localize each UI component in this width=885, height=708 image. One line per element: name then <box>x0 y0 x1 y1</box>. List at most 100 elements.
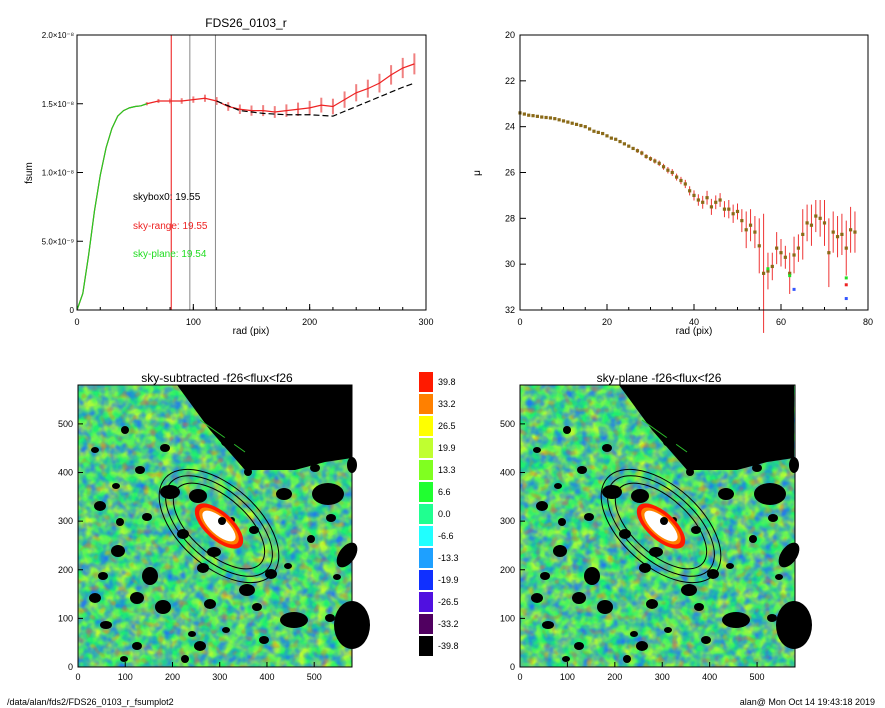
colorbar-swatch <box>419 504 433 524</box>
mu-point <box>527 113 531 117</box>
sky-subtracted-masked-star <box>91 447 99 453</box>
mu-point <box>788 271 792 275</box>
colorbar-label: 13.3 <box>438 465 456 475</box>
mu-y-tick-label: 26 <box>505 168 515 178</box>
fsum-profile-panel: FDS26_0103_r 0 100 200 300 0 5.0×10⁻⁹ 1.0×10⁻⁸… <box>24 16 434 337</box>
sky-subtracted-masked-star <box>142 513 152 521</box>
sky-plane-edge-object <box>778 542 800 568</box>
sky-subtracted-masked-star <box>181 655 189 663</box>
colorbar-swatch <box>419 570 433 590</box>
mu-point <box>753 230 757 234</box>
sky-subtracted-x-tick-label: 300 <box>212 672 227 682</box>
sky-subtracted-masked-star <box>132 642 142 650</box>
mu-extra-point <box>766 267 770 271</box>
mu-point <box>657 161 661 165</box>
sky-subtracted-galaxy-nucleus <box>218 517 226 525</box>
sky-subtracted-masked-star <box>160 444 170 452</box>
sky-plane-masked-star <box>722 612 750 628</box>
mu-point <box>722 207 727 211</box>
sky-subtracted-masked-star <box>142 567 158 585</box>
mu-point <box>622 142 626 146</box>
sky-plane-y-tick-label: 100 <box>500 613 515 623</box>
mu-point <box>688 189 692 193</box>
mu-point <box>618 139 622 144</box>
sky-subtracted-x-tick-label: 0 <box>75 672 80 682</box>
fsum-chart-title: FDS26_0103_r <box>205 16 286 30</box>
sky-plane-masked-star <box>646 599 658 609</box>
sky-subtracted-masked-star <box>160 485 180 499</box>
sky-plane-galaxy-core <box>644 510 678 542</box>
mu-point <box>631 146 635 151</box>
mu-point <box>762 271 766 275</box>
fsum-axes: 0 100 200 300 0 5.0×10⁻⁹ 1.0×10⁻⁸ 1.5×10⁻⁸ 2.0×1… <box>42 31 434 327</box>
sky-subtracted-masked-star <box>221 437 235 447</box>
sky-plane-y-tick-label: 500 <box>500 419 515 429</box>
mu-point <box>705 196 709 200</box>
mu-point <box>709 205 713 209</box>
footer-file-path: /data/alan/fds2/FDS26_0103_r_fsumplot2 <box>7 697 174 707</box>
sky-plane-masked-star <box>639 563 651 573</box>
sky-plane-masked-star <box>554 483 562 489</box>
sky-subtracted-masked-star <box>197 563 209 573</box>
sky-subtracted-masked-star <box>194 641 206 651</box>
mu-point <box>835 235 840 239</box>
fsum-y-tick-label: 1.5×10⁻⁸ <box>42 100 74 109</box>
sky-subtracted-masked-star <box>112 483 120 489</box>
sky-subtracted-masked-star <box>189 489 207 503</box>
fsum-series-line-0 <box>76 63 415 311</box>
mu-extra-point <box>792 287 796 291</box>
fsum-reference-lines <box>170 35 216 310</box>
sky-subtracted-x-tick-label: 100 <box>118 672 133 682</box>
mu-point <box>540 115 544 119</box>
mu-point <box>757 244 761 248</box>
mu-x-tick-label: 40 <box>689 317 699 327</box>
sky-subtracted-masked-star <box>284 563 292 569</box>
sky-subtracted-masked-star <box>111 545 125 557</box>
sky-subtracted-masked-star <box>135 466 145 474</box>
sky-plane-masked-star <box>663 437 677 447</box>
mu-point <box>718 198 722 202</box>
sky-plane-masked-star <box>726 563 734 569</box>
sky-plane-isophote-ellipse <box>614 482 708 570</box>
sky-subtracted-masked-star <box>120 656 128 662</box>
colorbar-swatch <box>419 460 433 480</box>
sky-plane-masked-star <box>602 444 612 452</box>
mu-point <box>675 175 679 179</box>
mu-point <box>605 134 609 138</box>
sky-subtracted-image <box>78 385 370 667</box>
sky-plane-x-tick-label: 500 <box>750 672 765 682</box>
sky-subtracted-y-tick-label: 200 <box>58 565 73 575</box>
sky-plane-masked-star <box>729 453 737 459</box>
mu-point <box>814 214 818 218</box>
sky-plane-masked-star <box>649 547 663 557</box>
sky-subtracted-masked-star <box>121 426 129 434</box>
colorbar-label: -13.3 <box>438 553 459 563</box>
mu-extra-point <box>844 297 848 301</box>
sky-subtracted-masked-star <box>130 592 144 604</box>
mu-point <box>579 123 583 128</box>
fsum-y-axis-label: fsum <box>24 162 35 184</box>
mu-point <box>609 136 613 140</box>
mu-point <box>714 200 718 204</box>
sky-plane-masked-star <box>775 574 783 580</box>
mu-point <box>748 223 753 227</box>
sky-plane-mask-region <box>619 385 794 470</box>
mu-point <box>614 137 618 141</box>
mu-y-tick-label: 22 <box>505 76 515 86</box>
fsum-series <box>76 53 416 311</box>
colorbar-label: 0.0 <box>438 509 451 519</box>
mu-point <box>583 125 587 129</box>
mu-point <box>544 115 548 120</box>
sky-subtracted-masked-star <box>265 569 277 579</box>
colorbar-swatch <box>419 394 433 414</box>
sky-plane-masked-star <box>540 572 550 580</box>
mu-y-tick-label: 24 <box>505 122 515 132</box>
sky-plane-masked-star <box>752 464 762 472</box>
sky-plane-image <box>520 385 812 667</box>
sky-plane-title: sky-plane -f26<flux<f26 <box>597 371 722 385</box>
mu-extra-point <box>844 283 848 287</box>
fsum-x-tick-label: 200 <box>302 317 317 327</box>
colorbar-label: -33.2 <box>438 619 459 629</box>
sky-subtracted-frame <box>77 384 353 668</box>
annotation-skybox0: skybox0: 19.55 <box>133 192 201 203</box>
